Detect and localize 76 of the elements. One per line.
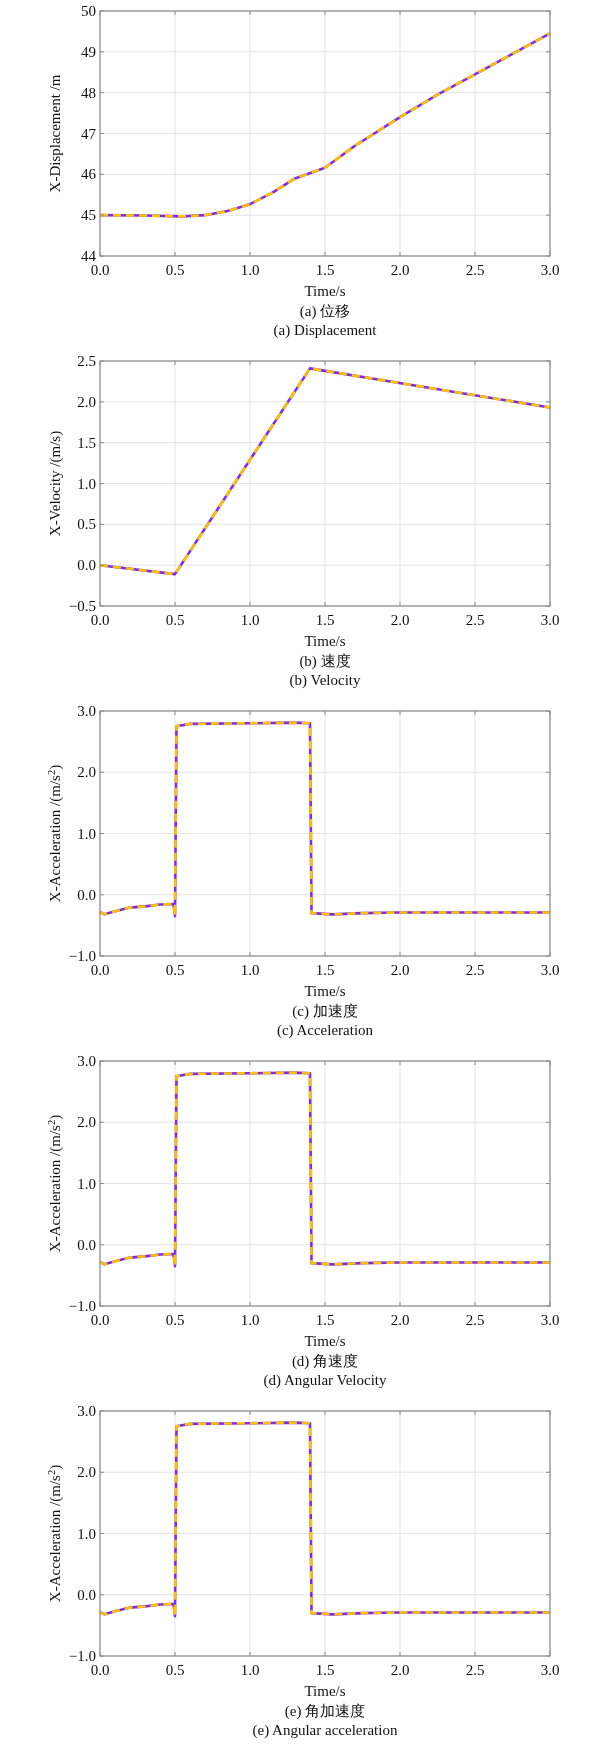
- x-tick-label: 3.0: [540, 612, 560, 628]
- x-tick-label: 0.5: [165, 612, 185, 628]
- x-tick-label: 0.5: [165, 962, 185, 978]
- x-axis-title: Time/s: [304, 983, 346, 999]
- y-tick-label: 2.0: [77, 764, 96, 781]
- x-tick-label: 1.0: [240, 1312, 260, 1328]
- y-tick-label: 0.0: [77, 1236, 96, 1253]
- text: (e) Angular acceleration: [252, 1722, 398, 1739]
- x-tick-label: 1.5: [315, 612, 335, 628]
- y-tick-label: −0.5: [68, 598, 96, 614]
- text: (a) 位移: [299, 303, 351, 320]
- x-axis-title: Time/s: [304, 1683, 346, 1699]
- y-tick-label: 3.0: [77, 703, 96, 719]
- y-tick-label: 47: [81, 125, 97, 142]
- x-tick-label: 2.5: [465, 962, 485, 978]
- x-tick-label: 2.0: [390, 1312, 410, 1328]
- x-tick-label: 3.0: [540, 1662, 560, 1678]
- y-tick-label: 3.0: [77, 1053, 96, 1069]
- x-tick-label: 1.0: [240, 1662, 260, 1678]
- text: (d) Angular Velocity: [263, 1372, 388, 1389]
- y-tick-label: 0.0: [77, 886, 96, 903]
- x-tick-label: 1.5: [315, 262, 335, 278]
- x-tick-label: 2.5: [465, 1312, 485, 1328]
- y-tick-label: −1.0: [68, 1298, 96, 1314]
- text: (b) 速度: [299, 653, 351, 670]
- y-tick-label: 1.0: [77, 825, 96, 842]
- x-tick-label: 1.5: [315, 1662, 335, 1678]
- x-tick-label: 1.5: [315, 962, 335, 978]
- text: (b) Velocity: [289, 672, 361, 689]
- x-tick-label: 2.5: [465, 612, 485, 628]
- y-tick-label: −1.0: [68, 1648, 96, 1664]
- y-tick-label: −1.0: [68, 948, 96, 964]
- y-tick-label: 2.0: [77, 393, 96, 410]
- y-tick-label: 2.0: [77, 1114, 96, 1131]
- y-axis-title: X-Velocity /(m/s): [47, 430, 64, 537]
- x-tick-label: 1.0: [240, 612, 260, 628]
- x-tick-label: 1.0: [240, 262, 260, 278]
- y-tick-label: 50: [81, 3, 96, 19]
- x-tick-label: 2.0: [390, 1662, 410, 1678]
- text: (c) 加速度: [292, 1003, 358, 1020]
- y-tick-label: 46: [81, 166, 97, 183]
- x-tick-label: 1.5: [315, 1312, 335, 1328]
- y-tick-label: 48: [81, 84, 96, 101]
- y-tick-label: 49: [81, 43, 96, 60]
- y-tick-label: 0.5: [77, 516, 96, 533]
- x-tick-label: 2.0: [390, 962, 410, 978]
- x-tick-label: 2.0: [390, 262, 410, 278]
- text: (a) Displacement: [273, 322, 378, 339]
- x-axis-title: Time/s: [304, 1333, 346, 1349]
- y-tick-label: 44: [81, 248, 97, 264]
- x-tick-label: 0.5: [165, 1662, 185, 1678]
- y-tick-label: 45: [81, 207, 96, 224]
- y-tick-label: 3.0: [77, 1403, 96, 1419]
- text: (c) Acceleration: [276, 1022, 374, 1039]
- y-tick-label: 0.0: [77, 557, 96, 574]
- x-tick-label: 2.5: [465, 1662, 485, 1678]
- x-axis-title: Time/s: [304, 283, 346, 299]
- y-tick-label: 1.5: [77, 434, 96, 451]
- x-tick-label: 1.0: [240, 962, 260, 978]
- x-tick-label: 2.0: [390, 612, 410, 628]
- y-tick-label: 0.0: [77, 1586, 96, 1603]
- x-tick-label: 3.0: [540, 1312, 560, 1328]
- y-tick-label: 2.0: [77, 1464, 96, 1481]
- y-tick-label: 1.0: [77, 1175, 96, 1192]
- x-tick-label: 2.5: [465, 262, 485, 278]
- text: (d) 角速度: [291, 1353, 359, 1370]
- y-axis-title: X-Displacement /m: [47, 74, 63, 193]
- y-tick-label: 2.5: [77, 353, 96, 369]
- x-axis-title: Time/s: [304, 633, 346, 649]
- x-tick-label: 0.5: [165, 262, 185, 278]
- y-tick-label: 1.0: [77, 475, 96, 492]
- text: (e) 角加速度: [284, 1703, 366, 1720]
- x-tick-label: 0.5: [165, 1312, 185, 1328]
- y-tick-label: 1.0: [77, 1525, 96, 1542]
- x-tick-label: 3.0: [540, 262, 560, 278]
- x-tick-label: 3.0: [540, 962, 560, 978]
